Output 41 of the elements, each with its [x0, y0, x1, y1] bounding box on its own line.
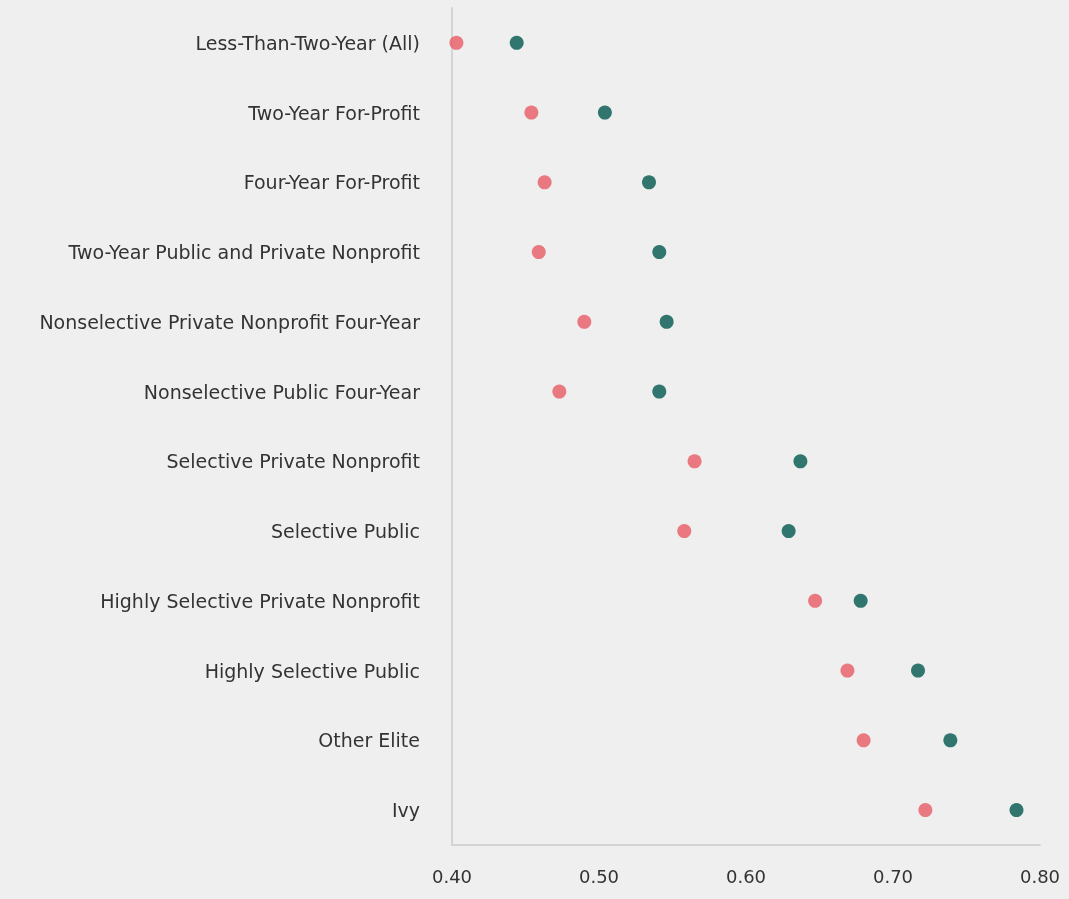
point [840, 663, 855, 678]
y-tick-label: Four-Year For-Profit [243, 171, 420, 194]
y-tick-label: Nonselective Public Four-Year [143, 380, 421, 403]
point [911, 663, 925, 678]
y-tick-label: Other Elite [318, 729, 420, 752]
point [641, 175, 656, 190]
x-tick-label: 0.40 [431, 865, 473, 887]
point [781, 524, 796, 539]
point [808, 593, 823, 608]
point [552, 384, 567, 399]
point [1009, 803, 1024, 818]
point [918, 803, 933, 818]
y-tick-label: Ivy [391, 799, 420, 822]
point [856, 733, 871, 748]
point [537, 175, 552, 190]
point [659, 314, 674, 329]
point [524, 105, 539, 120]
point [853, 593, 868, 608]
point [509, 35, 524, 50]
y-tick-label: Two-Year Public and Private Nonprofit [67, 241, 420, 264]
y-tick-label: Less-Than-Two-Year (All) [195, 31, 420, 54]
x-tick-label: 0.60 [725, 865, 767, 887]
y-tick-label: Nonselective Private Nonprofit Four-Year [39, 310, 421, 333]
point [652, 384, 667, 399]
y-tick-label: Selective Public [270, 520, 420, 543]
point [531, 245, 546, 260]
point [793, 454, 808, 469]
point [597, 105, 612, 120]
point [943, 733, 958, 748]
point [652, 245, 667, 260]
point [577, 314, 592, 329]
point [687, 454, 702, 469]
x-tick-label: 0.50 [578, 865, 620, 887]
y-tick-label: Highly Selective Private Nonprofit [100, 589, 420, 612]
point [449, 35, 464, 50]
x-tick-label: 0.70 [872, 865, 914, 887]
y-tick-label: Two-Year For-Profit [247, 101, 420, 124]
point [677, 524, 692, 539]
x-tick-label: 0.80 [1019, 865, 1061, 887]
y-tick-label: Selective Private Nonprofit [166, 450, 420, 473]
y-tick-label: Highly Selective Public [204, 659, 420, 682]
